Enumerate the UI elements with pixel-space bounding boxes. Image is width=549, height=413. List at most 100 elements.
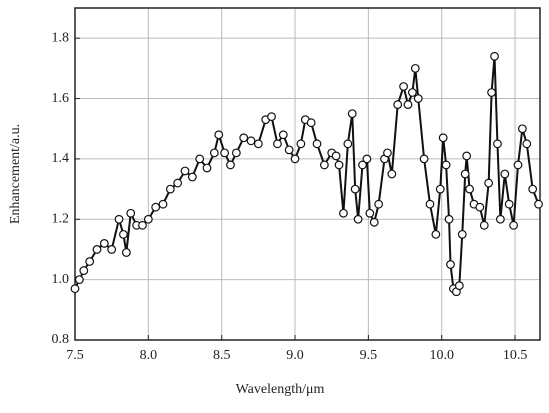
data-point: [239, 133, 249, 143]
data-point: [331, 151, 341, 161]
data-point: [214, 130, 224, 140]
data-point: [158, 199, 168, 209]
y-tick-label: 0.8: [52, 332, 70, 347]
data-point: [180, 166, 190, 176]
data-point: [138, 220, 147, 230]
data-point: [504, 199, 514, 209]
y-tick-label: 1.0: [52, 272, 70, 287]
data-point: [522, 139, 532, 149]
data-point: [441, 160, 451, 170]
x-axis-label: Wavelength/μm: [236, 382, 325, 397]
data-point: [444, 214, 454, 224]
data-point: [465, 184, 474, 194]
data-point: [343, 139, 353, 149]
y-tick-label: 1.6: [52, 91, 70, 106]
data-point: [374, 199, 384, 209]
data-point: [431, 229, 441, 239]
data-point: [487, 88, 496, 97]
data-point: [231, 148, 241, 158]
data-point: [290, 154, 300, 164]
data-point: [220, 148, 230, 158]
y-axis-label: Enhancement/a.u.: [8, 124, 23, 224]
data-point: [119, 229, 128, 239]
data-point: [365, 208, 375, 218]
data-point: [479, 220, 489, 230]
data-point: [226, 160, 235, 170]
data-point: [419, 154, 429, 164]
data-point: [513, 160, 523, 170]
data-point: [495, 214, 505, 224]
data-point: [165, 184, 175, 194]
x-tick-label: 7.5: [66, 348, 84, 363]
plot-frame: [74, 7, 541, 341]
data-point: [407, 88, 417, 97]
data-point: [493, 139, 502, 149]
x-tick-label: 8.5: [213, 348, 231, 363]
data-point: [312, 139, 322, 149]
data-point: [509, 220, 518, 230]
data-point: [202, 163, 212, 173]
data-point: [187, 172, 197, 182]
data-point: [284, 145, 294, 155]
data-point: [383, 148, 392, 158]
data-point: [114, 214, 124, 224]
data-point: [362, 154, 372, 164]
data-point: [457, 229, 467, 239]
data-point: [253, 139, 263, 149]
data-point: [209, 148, 219, 158]
data-point: [339, 208, 348, 218]
data-point: [99, 239, 109, 248]
y-tick-label: 1.4: [52, 151, 70, 166]
data-point: [92, 245, 102, 254]
data-point: [484, 178, 494, 188]
data-point: [79, 266, 89, 275]
data-point: [334, 160, 344, 170]
data-point: [306, 118, 316, 128]
data-point: [475, 202, 485, 212]
data-point: [517, 124, 527, 134]
data-point: [534, 199, 543, 209]
x-tick-label: 10.5: [503, 348, 528, 363]
data-point: [126, 208, 136, 218]
data-point: [273, 139, 282, 149]
data-point: [278, 130, 288, 140]
data-point: [446, 260, 455, 269]
data-point: [75, 275, 84, 285]
data-point: [454, 281, 464, 291]
data-point: [500, 169, 510, 179]
data-point: [410, 63, 420, 73]
data-point: [195, 154, 205, 164]
x-tick-label: 9.0: [286, 348, 304, 363]
data-point: [319, 160, 329, 170]
data-point: [107, 245, 117, 254]
data-point: [460, 169, 470, 179]
data-point: [267, 112, 276, 122]
data-point: [425, 199, 435, 209]
data-point: [393, 100, 403, 109]
data-point: [413, 94, 423, 103]
data-line: [74, 56, 540, 294]
data-point: [296, 139, 306, 149]
data-point: [490, 51, 499, 61]
x-tick-label: 9.5: [360, 348, 378, 363]
data-point: [353, 214, 363, 224]
data-point: [387, 169, 397, 179]
x-tick-label: 10.0: [429, 348, 454, 363]
data-point: [462, 151, 472, 161]
data-point: [528, 184, 538, 194]
data-point: [358, 160, 367, 170]
data-point: [435, 184, 445, 194]
data-point: [121, 248, 131, 257]
data-point: [403, 100, 413, 109]
data-point: [246, 136, 256, 146]
data-point: [350, 184, 360, 194]
data-point: [70, 284, 80, 294]
data-point: [369, 217, 379, 227]
x-tick-label: 8.0: [140, 348, 158, 363]
data-point: [347, 109, 357, 119]
data-point: [173, 178, 183, 188]
data-point: [399, 82, 408, 91]
data-point: [151, 202, 161, 212]
y-tick-label: 1.2: [52, 211, 70, 226]
